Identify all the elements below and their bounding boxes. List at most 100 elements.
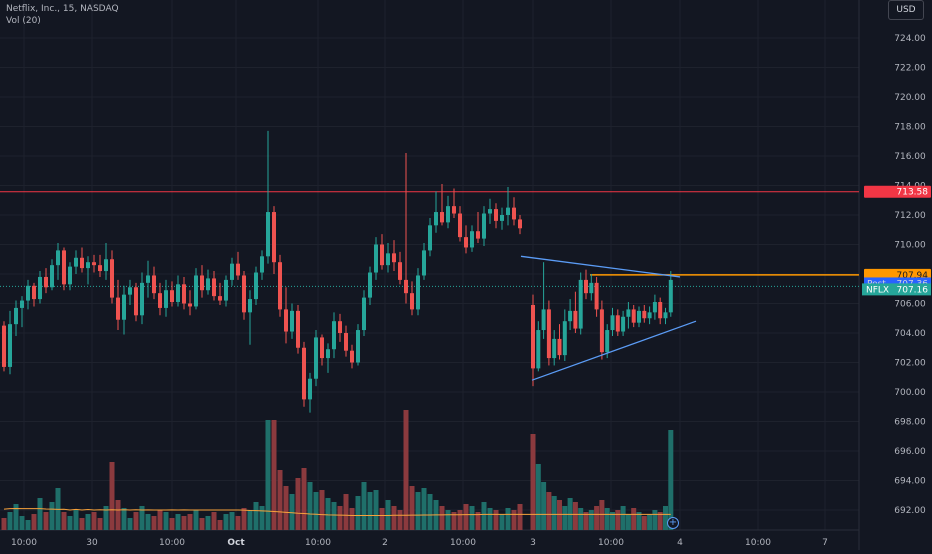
volume-bar	[199, 518, 205, 530]
symbol-title: Netflix, Inc., 15, NASDAQ	[6, 4, 119, 14]
volume-bar	[97, 518, 103, 530]
candle-body	[647, 312, 652, 319]
volume-bar	[517, 504, 523, 530]
volume-bar	[277, 470, 283, 530]
volume-bar	[7, 512, 13, 530]
volume-bar	[223, 514, 229, 530]
candle-body	[541, 309, 546, 331]
volume-bar	[73, 510, 79, 530]
y-tick-label: 702.00	[894, 359, 926, 369]
candle-body	[552, 338, 557, 359]
candle-body	[652, 302, 657, 313]
volume-bar	[451, 512, 457, 530]
volume-bar	[85, 514, 91, 530]
candle-body	[146, 275, 150, 283]
candle-body	[182, 284, 186, 304]
last-price-bg	[862, 283, 931, 296]
candle-body	[260, 256, 264, 273]
volume-bar	[409, 486, 415, 530]
volume-bar	[415, 492, 421, 530]
volume-indicator-label[interactable]: Vol (20)	[6, 16, 41, 26]
candle-body	[236, 263, 240, 276]
volume-bar	[19, 516, 25, 530]
candle-body	[368, 272, 372, 298]
candle-body	[374, 244, 378, 273]
volume-bar	[43, 512, 49, 530]
volume-bar	[115, 500, 121, 530]
candle-body	[200, 275, 204, 291]
volume-bar	[657, 512, 663, 530]
candle-body	[464, 237, 468, 248]
candle-body	[218, 296, 222, 301]
candle-body	[302, 347, 306, 400]
candle-body	[428, 225, 432, 251]
candle-body	[621, 316, 626, 332]
x-tick-label: 10:00	[598, 538, 624, 548]
x-tick-label: 30	[86, 538, 98, 548]
candle-body	[242, 275, 246, 313]
candle-body	[386, 253, 390, 266]
candle-body	[140, 282, 144, 316]
candle-body	[266, 212, 270, 257]
y-tick-label: 700.00	[894, 388, 926, 398]
volume-bar	[121, 508, 127, 530]
volume-bar	[481, 502, 487, 530]
y-tick-label: 716.00	[894, 152, 926, 162]
y-tick-label: 694.00	[894, 477, 926, 487]
candle-body	[518, 219, 522, 229]
y-tick-label: 718.00	[894, 123, 926, 133]
volume-bar	[373, 490, 379, 530]
volume-bar	[535, 464, 541, 530]
volume-bar	[301, 468, 307, 530]
volume-bar	[181, 516, 187, 530]
volume-bar	[25, 520, 31, 530]
candle-body	[56, 250, 60, 266]
volume-bar	[283, 486, 289, 530]
volume-bar	[668, 430, 674, 530]
volume-bar	[397, 510, 403, 530]
candle-body	[68, 266, 72, 285]
volume-bar	[493, 510, 499, 530]
volume-bar	[217, 520, 223, 530]
candle-body	[663, 312, 668, 319]
volume-bar	[61, 512, 67, 530]
volume-bar	[13, 504, 19, 530]
candle-body	[38, 276, 42, 300]
candle-body	[470, 231, 474, 248]
volume-bar	[139, 506, 145, 530]
volume-bar	[557, 500, 562, 530]
candle-body	[452, 206, 456, 214]
candle-body	[248, 299, 252, 313]
volume-bar	[604, 508, 610, 530]
volume-bar	[319, 490, 325, 530]
volume-bar	[253, 502, 259, 530]
candle-body	[152, 275, 156, 294]
candle-body	[404, 279, 408, 294]
add-plus-icon[interactable]: +	[667, 517, 679, 529]
candle-body	[188, 303, 192, 307]
volume-bar	[439, 506, 445, 530]
y-tick-label: 696.00	[894, 447, 926, 457]
volume-bar	[615, 510, 621, 530]
volume-bar	[349, 508, 355, 530]
volume-bar	[551, 496, 557, 530]
candle-body	[562, 321, 567, 356]
volume-bar	[620, 506, 626, 530]
y-tick-label: 712.00	[894, 211, 926, 221]
volume-bar	[343, 494, 349, 530]
candle-body	[194, 275, 198, 307]
candle-body	[50, 265, 54, 288]
currency-button[interactable]: USD	[888, 0, 924, 20]
candle-body	[80, 257, 84, 269]
candle-body	[272, 212, 276, 263]
candle-body	[512, 207, 516, 220]
volume-bar	[247, 510, 253, 530]
volume-bar	[91, 512, 97, 530]
candle-body	[494, 209, 498, 221]
candle-body	[338, 321, 342, 333]
volume-bar	[511, 510, 517, 530]
y-tick-label: 710.00	[894, 241, 926, 251]
volume-bar	[403, 410, 409, 530]
